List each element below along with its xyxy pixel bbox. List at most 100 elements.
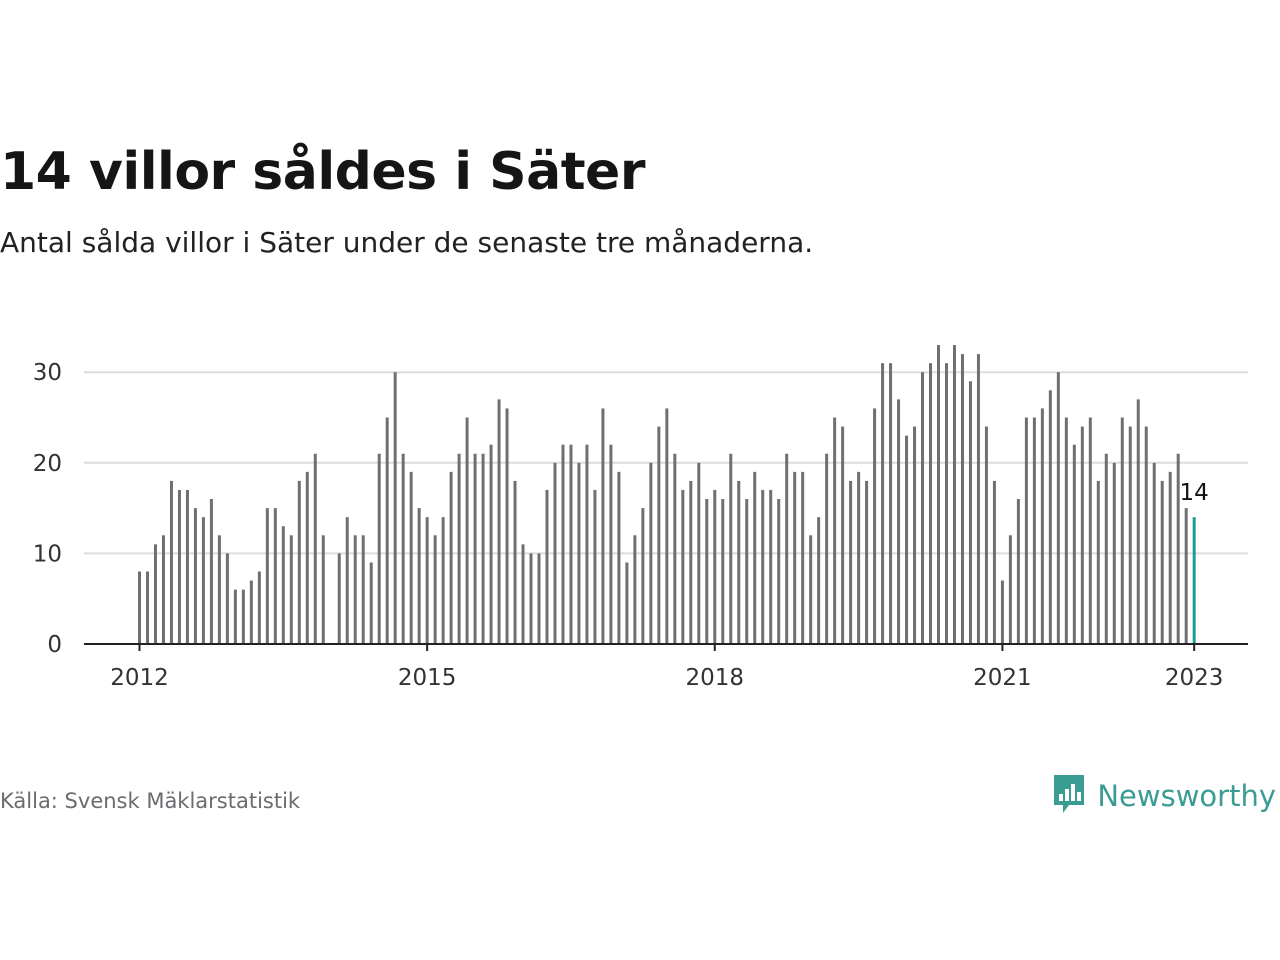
y-tick-label: 0 [47,632,62,658]
bar [992,480,996,644]
bar [1112,462,1116,644]
bar [1000,580,1004,644]
bar [960,354,964,644]
bar [817,517,821,644]
bar [257,571,261,644]
bar [249,580,253,644]
axes: 0 10 20 30 2012 2015 2018 2021 2023 14 [33,360,1248,691]
bar [937,345,940,644]
bar [921,372,925,644]
newsworthy-logo-icon [1051,772,1087,820]
bar [801,471,805,644]
bar [849,480,853,644]
bar [521,544,525,644]
bar [1136,399,1140,644]
bar [353,535,357,644]
y-tick-label: 30 [33,360,62,386]
bar [705,499,709,644]
bar [569,444,573,644]
bar [345,517,349,644]
bar [217,535,221,644]
bar [169,480,173,644]
bar [473,453,477,644]
x-tick-label: 2015 [398,665,457,691]
bar [913,426,917,644]
bar [561,444,565,644]
bar [321,535,325,644]
bar [697,462,701,644]
x-tick-label: 2023 [1165,665,1224,691]
bar [1056,372,1060,644]
brand-name: Newsworthy [1097,779,1276,813]
bar [465,417,469,644]
bar [737,480,741,644]
bar [881,363,885,644]
bar [281,526,285,644]
bar [761,489,765,644]
bar [225,553,229,644]
bar [553,462,557,644]
bar [769,489,773,644]
bar [1088,417,1092,644]
bar [361,535,365,644]
bar [138,571,141,644]
bar [617,471,621,644]
bar [417,508,421,644]
bar [673,453,677,644]
value-annotation: 14 [1180,480,1209,506]
bar [944,363,948,644]
bar [601,408,605,644]
bar [1072,444,1076,644]
bar [393,372,397,644]
bar [641,508,645,644]
bar [201,517,205,644]
bar [489,444,493,644]
bar [593,489,597,644]
bar [857,471,861,644]
bar [1176,453,1180,644]
bar [1144,426,1148,644]
bar [952,345,956,644]
bar-highlight [1192,517,1196,644]
source-note: Källa: Svensk Mäklarstatistik [0,789,301,813]
bar [209,499,213,644]
bar [841,426,845,644]
bar [825,453,829,644]
bar [785,453,789,644]
x-tick-label: 2021 [973,665,1032,691]
bar [649,462,653,644]
bar [609,444,613,644]
bar [897,399,901,644]
bar [1184,508,1188,644]
chart-subtitle: Antal sålda villor i Säter under de sena… [0,226,814,259]
bar [633,535,637,644]
bar [505,408,509,644]
bar [193,508,197,644]
bar [745,499,749,644]
bar [401,453,405,644]
bar [1120,417,1124,644]
bar [161,535,165,644]
bar [721,499,725,644]
bar [1040,408,1044,644]
bar [1104,453,1108,644]
bar [1128,426,1132,644]
bar [449,471,453,644]
bar [1152,462,1156,644]
bar [793,471,797,644]
bar [1168,471,1172,644]
bar [233,589,237,644]
bar [833,417,837,644]
bar [537,553,541,644]
bar [873,408,877,644]
bar [905,435,909,644]
bar [665,408,669,644]
bar [1096,480,1100,644]
brand-logo[interactable]: Newsworthy [1051,772,1276,820]
bar [577,462,581,644]
bar [297,480,301,644]
bar [689,480,693,644]
bar [968,381,972,644]
bar [657,426,661,644]
bar [441,517,445,644]
